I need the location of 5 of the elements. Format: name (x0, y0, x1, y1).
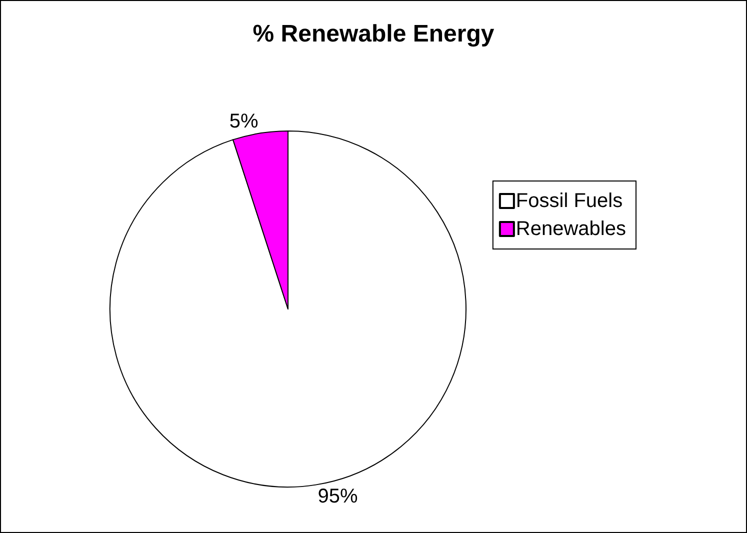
chart-title: % Renewable Energy (252, 20, 495, 48)
data-label: 5% (229, 110, 258, 132)
data-label: 95% (318, 486, 358, 508)
legend-label: Renewables (516, 218, 626, 240)
legend-label: Fossil Fuels (516, 190, 623, 212)
